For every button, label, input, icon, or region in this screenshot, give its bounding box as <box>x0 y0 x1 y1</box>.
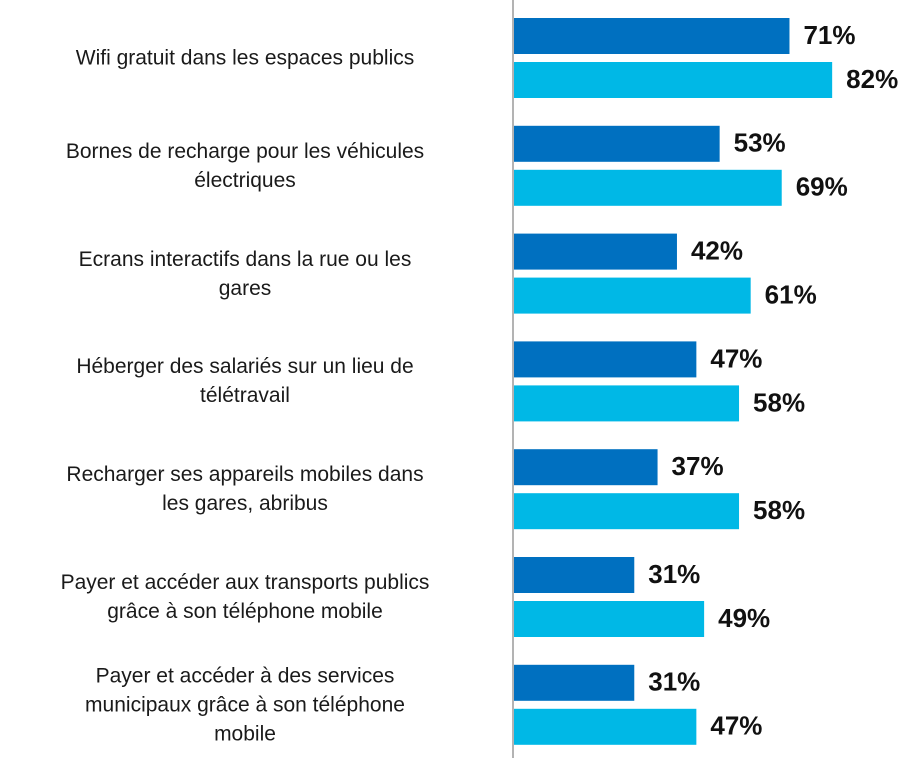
bar <box>514 62 833 98</box>
bar <box>514 125 720 162</box>
bar <box>514 233 677 270</box>
value-label: 42% <box>691 235 743 265</box>
bar <box>514 664 635 701</box>
bar <box>514 18 790 54</box>
value-label: 82% <box>846 64 898 94</box>
category-label: Ecrans interactifs dans la rue ou les ga… <box>78 247 412 300</box>
value-label: 58% <box>753 387 805 417</box>
bar <box>514 493 740 530</box>
value-label: 31% <box>648 667 700 697</box>
value-label: 31% <box>648 559 700 589</box>
bar <box>514 169 782 206</box>
value-label: 61% <box>765 279 817 309</box>
value-label: 71% <box>803 20 855 50</box>
bar <box>514 277 751 314</box>
bar <box>514 385 740 422</box>
bar <box>514 708 697 745</box>
category-label: Héberger des salariés sur un lieu de tél… <box>76 355 414 408</box>
category-label: Payer et accéder à des services municipa… <box>85 664 405 746</box>
bar <box>514 449 658 486</box>
value-label: 49% <box>718 603 770 633</box>
bar <box>514 601 705 637</box>
category-label: Bornes de recharge pour les véhicules él… <box>65 139 425 192</box>
category-label: Wifi gratuit dans les espaces publics <box>75 46 415 70</box>
value-label: 37% <box>672 451 724 481</box>
value-label: 47% <box>710 711 762 741</box>
category-label: Recharger ses appareils mobiles dans les… <box>66 463 424 516</box>
value-label: 47% <box>710 343 762 373</box>
bar <box>514 341 697 378</box>
value-label: 69% <box>796 172 848 202</box>
category-label: Payer et accéder aux transports publics … <box>60 571 430 623</box>
value-label: 53% <box>734 128 786 158</box>
bar <box>514 557 635 593</box>
value-label: 58% <box>753 495 805 525</box>
